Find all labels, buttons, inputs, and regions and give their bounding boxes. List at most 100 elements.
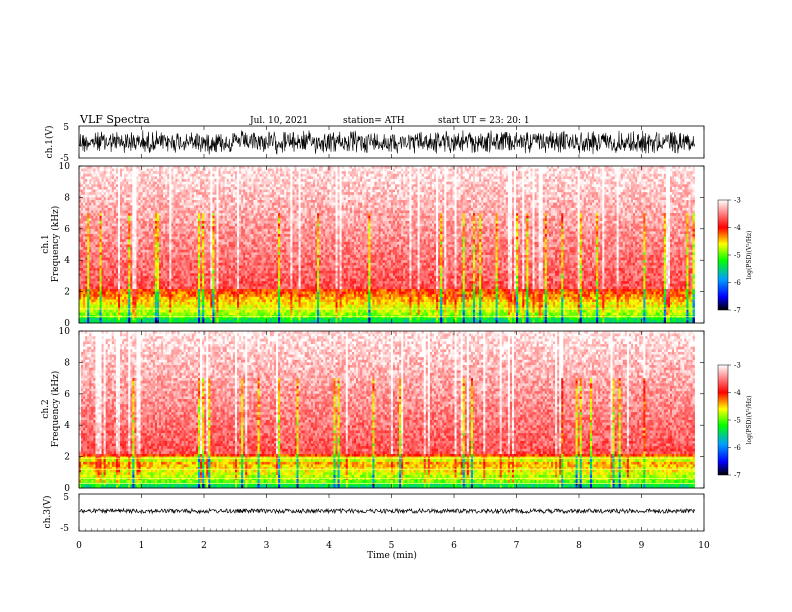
spectrogram-cell [198, 268, 200, 271]
spectrogram-cell [175, 276, 177, 279]
spectrogram-cell [196, 318, 198, 321]
spectrogram-cell [132, 226, 134, 229]
spectrogram-cell [89, 242, 91, 245]
spectrogram-cell [180, 226, 182, 229]
spectrogram-cell [112, 284, 114, 287]
spectrogram-cell [190, 242, 192, 245]
spectrogram-cell [102, 174, 104, 177]
spectrogram-cell [171, 242, 173, 245]
spectrogram-cell [110, 229, 112, 232]
spectrogram-cell [85, 190, 87, 193]
spectrogram-cell [136, 252, 138, 255]
spectrogram-cell [136, 179, 138, 182]
spectrogram-cell [167, 210, 169, 213]
spectrogram-cell [83, 197, 85, 200]
spectrogram-cell [143, 273, 145, 276]
spectrogram-cell [143, 169, 145, 172]
spectrogram-cell [171, 250, 173, 253]
spectrogram-cell [196, 294, 198, 297]
spectrogram-cell [122, 273, 124, 276]
spectrogram-cell [165, 226, 167, 229]
spectrogram-cell [104, 231, 106, 234]
spectrogram-cell [155, 294, 157, 297]
spectrogram-cell [100, 302, 102, 305]
spectrogram-cell [134, 216, 136, 219]
spectrogram-cell [173, 286, 175, 289]
spectrogram-cell [93, 190, 95, 193]
spectrogram-cell [175, 216, 177, 219]
spectrogram-cell [134, 224, 136, 227]
spectrogram-cell [128, 247, 130, 250]
spectrogram-cell [200, 187, 202, 190]
spectrogram-cell [87, 169, 89, 172]
spectrogram-cell [192, 179, 194, 182]
spectrogram-cell [114, 197, 116, 200]
spectrogram-cell [167, 263, 169, 266]
spectrogram-cell [130, 286, 132, 289]
spectrogram-cell [100, 171, 102, 174]
spectrogram-cell [143, 265, 145, 268]
spectrogram-cell [182, 208, 184, 211]
spectrogram-cell [116, 229, 118, 232]
spectrogram-cell [145, 229, 147, 232]
spectrogram-cell [112, 242, 114, 245]
spectrogram-cell [134, 247, 136, 250]
spectrogram-cell [100, 195, 102, 198]
spectrogram-cell [186, 231, 188, 234]
spectrogram-cell [186, 187, 188, 190]
spectrogram-cell [159, 171, 161, 174]
spectrogram-cell [97, 176, 99, 179]
spectrogram-cell [87, 197, 89, 200]
spectrogram-cell [120, 302, 122, 305]
spectrogram-cell [108, 247, 110, 250]
spectrogram-cell [161, 237, 163, 240]
spectrogram-cell [120, 237, 122, 240]
spectrogram-cell [180, 213, 182, 216]
spectrogram-cell [97, 281, 99, 284]
spectrogram-cell [85, 184, 87, 187]
spectrogram-cell [116, 286, 118, 289]
spectrogram-cell [83, 229, 85, 232]
spectrogram-cell [175, 258, 177, 261]
spectrogram-cell [182, 273, 184, 276]
spectrogram-cell [95, 247, 97, 250]
spectrogram-cell [91, 184, 93, 187]
spectrogram-cell [167, 200, 169, 203]
spectrogram-cell [136, 174, 138, 177]
spectrogram-cell [198, 258, 200, 261]
spectrogram-cell [155, 218, 157, 221]
spectrogram-cell [157, 213, 159, 216]
spectrogram-cell [155, 213, 157, 216]
spectrogram-cell [122, 292, 124, 295]
spectrogram-cell [89, 292, 91, 295]
spectrogram-cell [122, 260, 124, 263]
spectrogram-cell [143, 281, 145, 284]
spectrogram-cell [136, 263, 138, 266]
spectrogram-cell [122, 218, 124, 221]
spectrogram-cell [139, 271, 141, 274]
spectrogram-cell [186, 237, 188, 240]
spectrogram-cell [124, 305, 126, 308]
spectrogram-cell [110, 239, 112, 242]
spectrogram-cell [145, 276, 147, 279]
spectrogram-cell [128, 169, 130, 172]
spectrogram-cell [110, 273, 112, 276]
spectrogram-cell [163, 252, 165, 255]
spectrogram-cell [81, 190, 83, 193]
spectrogram-cell [145, 231, 147, 234]
spectrogram-cell [157, 245, 159, 248]
spectrogram-cell [112, 294, 114, 297]
spectrogram-cell [95, 289, 97, 292]
spectrogram-cell [106, 255, 108, 258]
spectrogram-cell [83, 245, 85, 248]
spectrogram-cell [95, 281, 97, 284]
spectrogram-cell [169, 179, 171, 182]
spectrogram-cell [116, 179, 118, 182]
spectrogram-cell [192, 197, 194, 200]
spectrogram-cell [151, 263, 153, 266]
spectrogram-cell [171, 289, 173, 292]
spectrogram-cell [155, 318, 157, 321]
spectrogram-cell [153, 234, 155, 237]
spectrogram-cell [102, 231, 104, 234]
spectrogram-cell [100, 299, 102, 302]
